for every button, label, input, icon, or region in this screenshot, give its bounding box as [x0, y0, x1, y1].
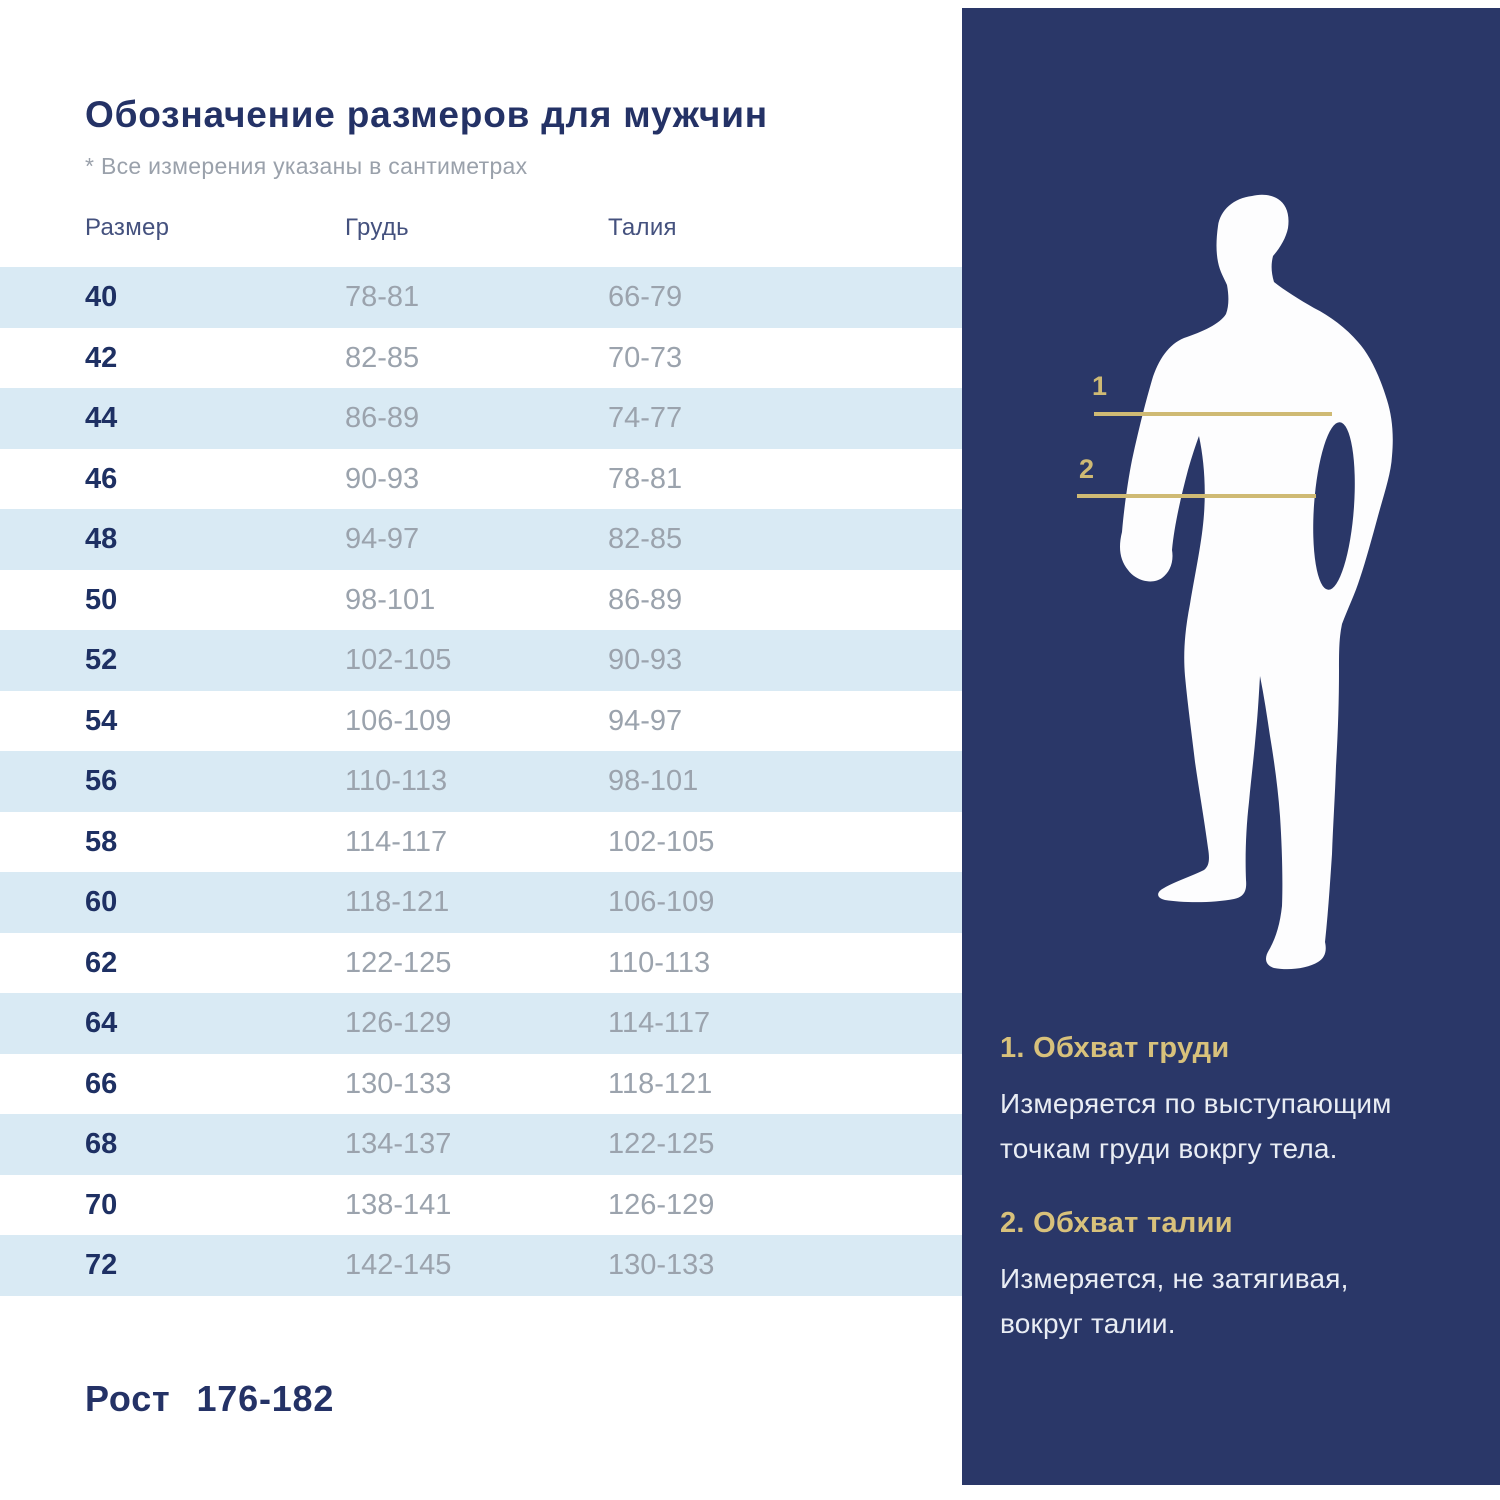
size-table-body: 40 78-81 66-79 42 82-85 70-73 44 86-89 7… — [0, 267, 962, 1296]
legend-chest-title: 1. Обхват груди — [1000, 1032, 1230, 1064]
row-chest: 106-109 — [345, 704, 452, 737]
row-size: 52 — [85, 644, 118, 676]
row-size: 68 — [85, 1128, 118, 1160]
row-chest: 130-133 — [345, 1067, 452, 1100]
arm-torso-gap — [1313, 422, 1355, 590]
table-row: 58 114-117 102-105 — [0, 812, 962, 873]
row-chest: 134-137 — [345, 1128, 452, 1160]
row-chest: 114-117 — [345, 825, 448, 858]
legend-waist-line1: Измеряется, не затягивая, — [1000, 1263, 1349, 1294]
row-waist: 66-79 — [608, 281, 683, 313]
table-row: 54 106-109 94-97 — [0, 691, 962, 752]
row-chest: 94-97 — [345, 523, 420, 555]
table-row: 68 134-137 122-125 — [0, 1114, 962, 1175]
waist-marker-label: 2 — [1079, 454, 1095, 484]
legend-waist-line2: вокруг талии. — [1000, 1308, 1176, 1339]
table-row: 46 90-93 78-81 — [0, 449, 962, 510]
row-chest: 98-101 — [345, 583, 436, 616]
row-chest: 78-81 — [345, 281, 420, 313]
table-row: 40 78-81 66-79 — [0, 267, 962, 328]
table-row: 62 122-125 110-113 — [0, 933, 962, 994]
row-size: 54 — [85, 704, 118, 737]
row-size: 62 — [85, 946, 118, 979]
male-silhouette-graphic — [1077, 194, 1393, 970]
row-waist: 98-101 — [608, 765, 699, 797]
legend-chest-line2: точкам груди вокргу тела. — [1000, 1133, 1338, 1164]
row-chest: 102-105 — [345, 644, 452, 676]
row-waist: 90-93 — [608, 644, 683, 676]
units-note: * Все измерения указаны в сантиметрах — [85, 153, 528, 179]
legend-chest-line1: Измеряется по выступающим — [1000, 1088, 1392, 1119]
table-row: 72 142-145 130-133 — [0, 1235, 962, 1296]
row-size: 44 — [85, 402, 118, 434]
height-value: 176-182 — [196, 1378, 335, 1419]
row-size: 66 — [85, 1067, 118, 1100]
row-waist: 70-73 — [608, 341, 683, 374]
row-waist: 114-117 — [608, 1007, 711, 1039]
row-chest: 122-125 — [345, 946, 452, 979]
row-size: 60 — [85, 886, 118, 918]
table-row: 42 82-85 70-73 — [0, 328, 962, 389]
row-size: 50 — [85, 583, 118, 616]
table-row: 70 138-141 126-129 — [0, 1175, 962, 1236]
height-note: Рост 176-182 — [85, 1378, 334, 1420]
row-waist: 82-85 — [608, 523, 683, 555]
row-chest: 142-145 — [345, 1249, 452, 1281]
legend-waist-title: 2. Обхват талии — [1000, 1207, 1233, 1239]
row-size: 64 — [85, 1007, 118, 1039]
row-waist: 102-105 — [608, 825, 715, 858]
column-header-chest: Грудь — [345, 214, 409, 241]
row-chest: 126-129 — [345, 1007, 452, 1039]
height-label: Рост — [85, 1378, 171, 1419]
measurement-panel: 1 2 1. Обхват груди Измеряется по выступ… — [962, 8, 1500, 1485]
table-row: 60 118-121 106-109 — [0, 872, 962, 933]
row-waist: 118-121 — [608, 1067, 713, 1100]
row-size: 70 — [85, 1188, 118, 1221]
row-chest: 86-89 — [345, 402, 420, 434]
male-silhouette — [1120, 194, 1393, 970]
table-row: 44 86-89 74-77 — [0, 388, 962, 449]
row-waist: 106-109 — [608, 886, 715, 918]
table-row: 64 126-129 114-117 — [0, 993, 962, 1054]
row-waist: 110-113 — [608, 946, 711, 979]
row-chest: 90-93 — [345, 462, 420, 495]
row-waist: 78-81 — [608, 462, 683, 495]
row-size: 72 — [85, 1249, 118, 1281]
row-chest: 118-121 — [345, 886, 450, 918]
table-row: 52 102-105 90-93 — [0, 630, 962, 691]
column-header-size: Размер — [85, 214, 170, 241]
table-header-row: Размер Грудь Талия — [0, 214, 962, 254]
table-row: 48 94-97 82-85 — [0, 509, 962, 570]
measurement-legend: 1. Обхват груди Измеряется по выступающи… — [1000, 1032, 1480, 1346]
chest-marker-label: 1 — [1092, 371, 1108, 401]
row-size: 58 — [85, 825, 118, 858]
row-waist: 86-89 — [608, 583, 683, 616]
row-chest: 138-141 — [345, 1188, 452, 1221]
page-title: Обозначение размеров для мужчин — [85, 94, 768, 135]
table-row: 50 98-101 86-89 — [0, 570, 962, 631]
row-size: 40 — [85, 281, 118, 313]
row-size: 42 — [85, 341, 118, 374]
row-size: 48 — [85, 523, 118, 555]
column-header-waist: Талия — [608, 214, 677, 241]
row-waist: 130-133 — [608, 1249, 715, 1281]
row-waist: 126-129 — [608, 1188, 715, 1221]
row-waist: 122-125 — [608, 1128, 715, 1160]
row-waist: 74-77 — [608, 402, 683, 434]
table-row: 56 110-113 98-101 — [0, 751, 962, 812]
row-chest: 82-85 — [345, 341, 420, 374]
row-chest: 110-113 — [345, 765, 448, 797]
row-size: 56 — [85, 765, 118, 797]
row-size: 46 — [85, 462, 118, 495]
row-waist: 94-97 — [608, 704, 683, 737]
table-row: 66 130-133 118-121 — [0, 1054, 962, 1115]
